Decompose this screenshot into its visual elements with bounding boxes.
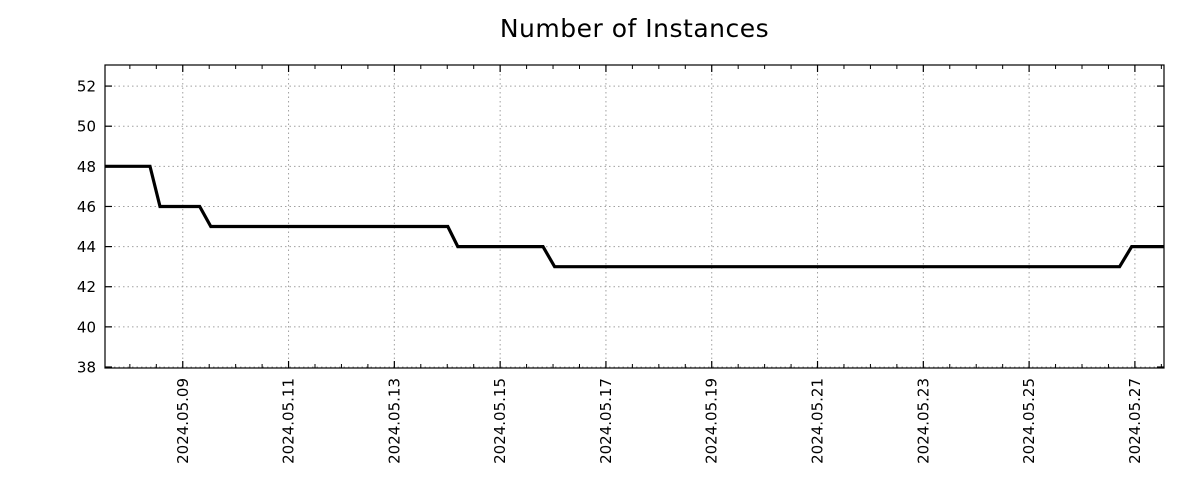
- x-tick-label: 2024.05.09: [174, 378, 192, 464]
- y-tick-label: 42: [77, 278, 96, 296]
- y-tick-label: 48: [77, 158, 96, 176]
- y-tick-label: 46: [77, 198, 96, 216]
- y-tick-label: 40: [77, 318, 96, 336]
- y-tick-label: 44: [77, 238, 96, 256]
- x-tick-label: 2024.05.13: [385, 378, 403, 464]
- x-tick-label: 2024.05.17: [597, 378, 615, 464]
- x-tick-label: 2024.05.21: [809, 378, 827, 464]
- y-tick-label: 38: [77, 358, 96, 376]
- x-tick-label: 2024.05.27: [1126, 378, 1144, 464]
- x-tick-label: 2024.05.25: [1020, 378, 1038, 464]
- plot-border: [104, 64, 1165, 369]
- y-tick-label: 52: [77, 78, 96, 96]
- x-tick-label: 2024.05.19: [703, 378, 721, 464]
- data-line-instances: [105, 164, 1164, 269]
- chart-title: Number of Instances: [499, 14, 770, 43]
- y-tick-label: 50: [77, 118, 96, 136]
- x-tick-label: 2024.05.23: [914, 378, 932, 464]
- x-tick-label: 2024.05.11: [280, 378, 298, 464]
- x-tick-label: 2024.05.15: [491, 378, 509, 464]
